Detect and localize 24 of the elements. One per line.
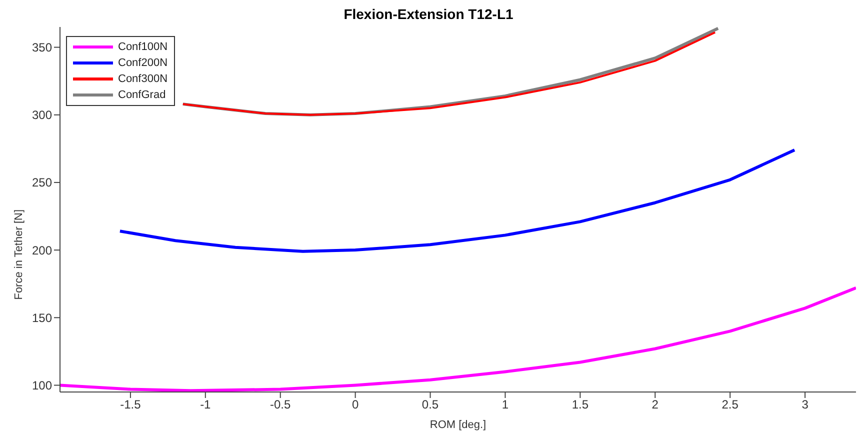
x-tick-label: 1 <box>502 398 509 412</box>
legend-label: Conf100N <box>118 40 168 55</box>
legend-label: Conf300N <box>118 72 168 87</box>
legend-label: Conf200N <box>118 56 168 71</box>
x-axis-title: ROM [deg.] <box>430 419 486 431</box>
y-tick-label: 350 <box>32 40 52 55</box>
line-series <box>118 148 796 253</box>
y-tick-label: 300 <box>32 108 52 122</box>
x-tick-label: 3 <box>802 398 809 412</box>
chart-title: Flexion-Extension T12-L1 <box>342 6 514 22</box>
legend-label: ConfGrad <box>118 88 166 103</box>
y-tick-label: 200 <box>32 243 52 258</box>
x-tick-label: -0.5 <box>270 398 292 412</box>
y-tick-label: 100 <box>32 378 52 392</box>
x-tick-label: 0.5 <box>422 398 439 412</box>
x-tick-label: 0 <box>352 398 359 412</box>
x-tick-label: -1.5 <box>120 398 142 412</box>
y-tick-label: 150 <box>32 310 52 325</box>
y-tick-label: 250 <box>32 176 52 190</box>
x-tick-label: -1 <box>200 398 212 412</box>
x-tick-label: 1.5 <box>572 398 589 412</box>
y-axis-title: Force in Tether [N] <box>12 210 25 300</box>
x-tick-label: 2 <box>652 398 659 412</box>
x-tick-label: 2.5 <box>722 398 739 412</box>
